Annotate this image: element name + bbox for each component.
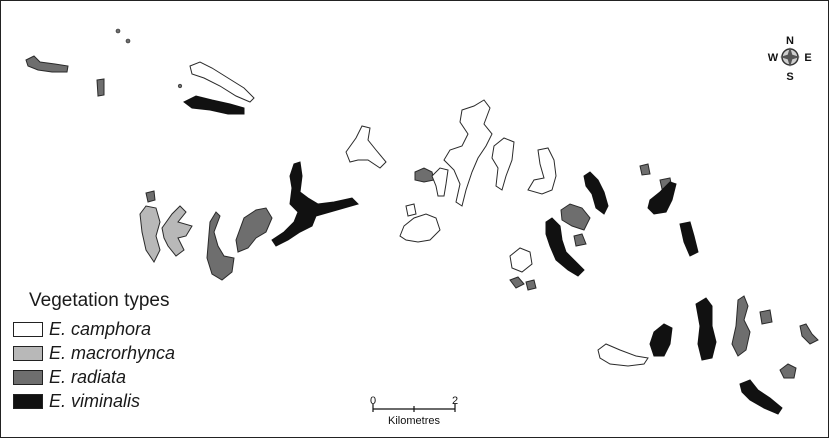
legend-title: Vegetation types — [29, 290, 170, 311]
legend-label-camphora: E. camphora — [49, 318, 152, 339]
camphora-patch — [189, 61, 255, 103]
radiata-patch — [414, 167, 435, 183]
small-patch-dot — [125, 38, 131, 44]
scale-unit-label: Kilometres — [388, 415, 440, 427]
compass-needle-icon — [780, 47, 800, 67]
radiata-patch — [779, 363, 797, 379]
radiata-patch — [639, 163, 651, 176]
compass-west: W — [768, 52, 779, 64]
camphora-patch — [443, 99, 493, 207]
radiata-patch — [525, 279, 537, 291]
viminalis-patch — [695, 297, 717, 361]
scale-bar-line — [372, 404, 456, 412]
legend-item-viminalis: E. viminalis — [13, 389, 175, 413]
legend-swatch-radiata — [13, 369, 43, 385]
macrorhynca-patches — [139, 205, 193, 263]
legend: Vegetation types E. camphora E. macrorhy… — [13, 290, 175, 413]
viminalis-patch — [583, 171, 609, 215]
viminalis-patches — [183, 95, 783, 415]
legend-swatch-camphora — [13, 321, 43, 337]
compass-north: N — [786, 35, 794, 47]
viminalis-patch — [679, 221, 699, 257]
camphora-patch — [491, 137, 515, 191]
camphora-patch — [405, 203, 417, 217]
compass-east: E — [804, 52, 811, 64]
macrorhynca-patch — [139, 205, 161, 263]
legend-label-radiata: E. radiata — [49, 366, 127, 387]
camphora-patch — [345, 125, 387, 169]
compass: N S W E — [768, 35, 812, 83]
viminalis-patch — [271, 161, 359, 247]
radiata-patch — [731, 295, 751, 357]
legend-item-radiata: E. radiata — [13, 365, 175, 389]
viminalis-patch — [545, 217, 585, 277]
legend-item-macrorhynca: E. macrorhynca — [13, 341, 175, 365]
viminalis-patch — [647, 181, 677, 215]
radiata-patch — [145, 190, 156, 203]
radiata-patch — [25, 55, 69, 73]
viminalis-patch — [183, 95, 245, 115]
radiata-patch — [759, 309, 773, 325]
radiata-patch — [509, 276, 525, 289]
legend-label-viminalis: E. viminalis — [49, 390, 141, 411]
small-patches — [115, 28, 183, 89]
viminalis-patch — [739, 379, 783, 415]
macrorhynca-patch — [161, 205, 193, 257]
legend-swatch-viminalis — [13, 393, 43, 409]
legend-label-macrorhynca: E. macrorhynca — [49, 342, 176, 363]
camphora-patch — [431, 167, 449, 197]
legend-swatch-macrorhynca — [13, 345, 43, 361]
radiata-patch — [560, 203, 591, 231]
camphora-patch — [399, 213, 441, 243]
scale-bar: 0 2 Kilometres — [370, 395, 458, 427]
radiata-patches — [25, 55, 819, 379]
camphora-patch — [597, 343, 649, 367]
radiata-patch — [235, 207, 273, 253]
scale-end-label: 2 — [452, 395, 458, 407]
radiata-patch — [573, 233, 587, 247]
radiata-patch — [206, 211, 235, 281]
scale-start-label: 0 — [370, 395, 376, 407]
compass-south: S — [786, 71, 793, 83]
camphora-patches — [189, 61, 649, 367]
legend-item-camphora: E. camphora — [13, 317, 175, 341]
camphora-patch — [527, 147, 557, 195]
radiata-patch — [799, 323, 819, 345]
small-patch-dot — [177, 83, 183, 89]
viminalis-patch — [649, 323, 673, 357]
camphora-patch — [509, 247, 533, 273]
radiata-patch — [96, 78, 105, 97]
small-patch-dot — [115, 28, 121, 34]
